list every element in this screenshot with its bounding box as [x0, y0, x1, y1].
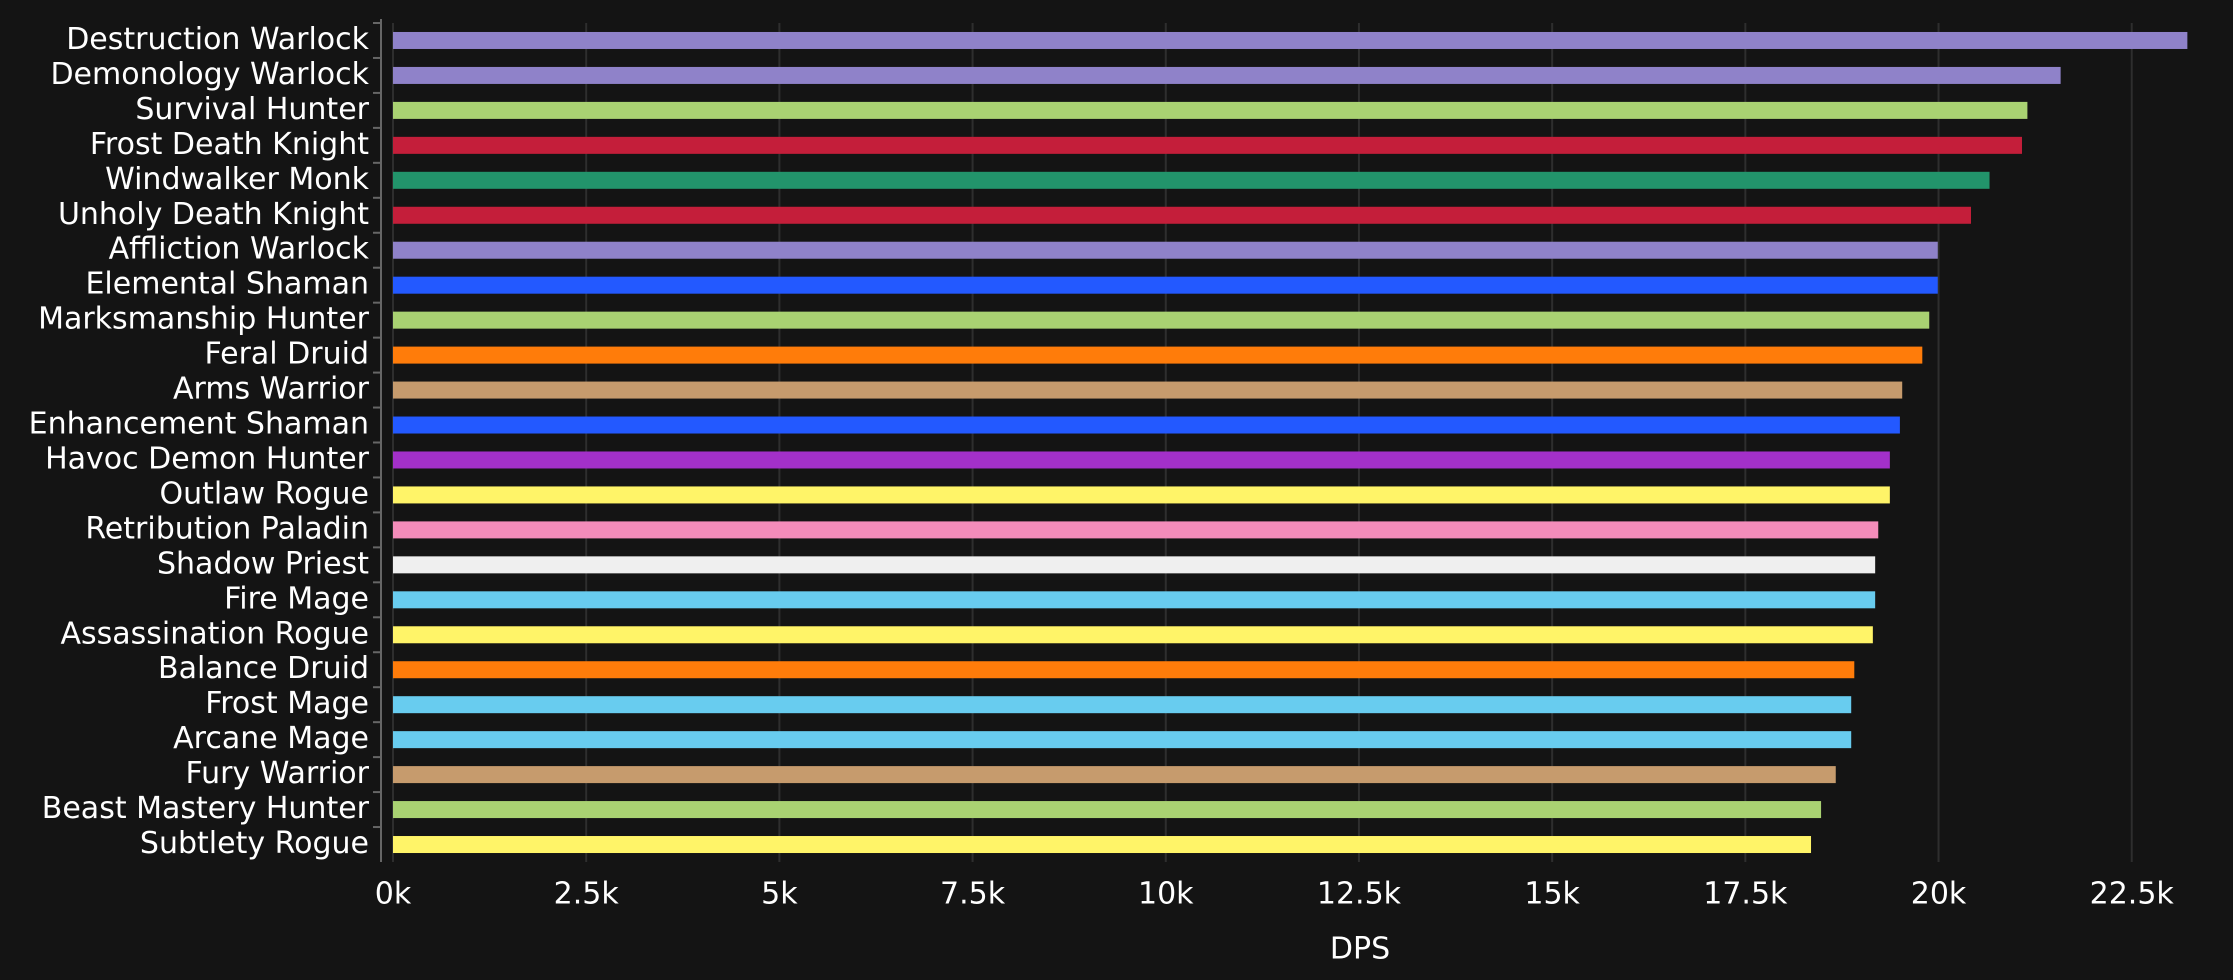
y-tick-label: Frost Death Knight: [90, 127, 369, 162]
x-tick-label: 22.5k: [2090, 877, 2175, 912]
x-tick-label: 17.5k: [1703, 877, 1788, 912]
x-tick-label: 5k: [761, 877, 798, 912]
y-tick-label: Feral Druid: [205, 337, 370, 372]
y-tick-label: Subtlety Rogue: [140, 826, 369, 861]
y-tick-label: Beast Mastery Hunter: [42, 791, 370, 826]
x-tick-label: 2.5k: [554, 877, 620, 912]
y-tick-label: Fire Mage: [224, 581, 369, 616]
y-tick-label: Enhancement Shaman: [29, 407, 369, 442]
bar: [393, 66, 2061, 84]
y-tick-label: Retribution Paladin: [85, 511, 369, 546]
bar: [393, 381, 1903, 399]
bar: [393, 416, 1900, 434]
y-tick-label: Affliction Warlock: [109, 232, 370, 267]
y-tick-label: Windwalker Monk: [105, 162, 370, 197]
bar: [393, 731, 1852, 749]
bar: [393, 276, 1938, 294]
bar: [393, 801, 1822, 819]
x-tick-label: 20k: [1911, 877, 1967, 912]
y-tick-label: Unholy Death Knight: [58, 197, 369, 232]
bar: [393, 241, 1938, 259]
bar: [393, 556, 1876, 574]
y-tick-label: Balance Druid: [158, 651, 369, 686]
y-tick-label: Fury Warrior: [185, 756, 369, 791]
bar: [393, 836, 1812, 854]
bar: [393, 136, 2022, 154]
bar: [393, 311, 1930, 329]
bar: [393, 661, 1855, 679]
y-tick-label: Demonology Warlock: [50, 57, 369, 92]
x-tick-label: 10k: [1138, 877, 1194, 912]
y-tick-label: Survival Hunter: [135, 92, 369, 127]
x-tick-label: 12.5k: [1317, 877, 1402, 912]
x-tick-label: 15k: [1524, 877, 1580, 912]
bar: [393, 206, 1971, 224]
y-tick-label: Arms Warrior: [173, 372, 370, 407]
y-tick-label: Marksmanship Hunter: [38, 302, 370, 337]
bar: [393, 171, 1990, 189]
bar: [393, 591, 1876, 609]
x-tick-label: 7.5k: [940, 877, 1006, 912]
bar: [393, 346, 1923, 364]
bar: [393, 696, 1852, 714]
bar: [393, 626, 1873, 644]
y-tick-label: Havoc Demon Hunter: [45, 441, 370, 476]
y-tick-label: Assassination Rogue: [60, 616, 369, 651]
y-tick-label: Frost Mage: [205, 686, 369, 721]
bar: [393, 101, 2028, 119]
y-tick-label: Arcane Mage: [173, 721, 369, 756]
bar: [393, 521, 1879, 539]
x-axis-label: DPS: [1330, 932, 1390, 967]
y-tick-label: Elemental Shaman: [85, 267, 369, 302]
bar: [393, 451, 1890, 469]
bar: [393, 486, 1890, 504]
y-tick-label: Destruction Warlock: [66, 22, 369, 57]
bar: [393, 31, 2188, 49]
y-tick-label: Outlaw Rogue: [159, 476, 369, 511]
bar: [393, 766, 1836, 784]
y-tick-label: Shadow Priest: [157, 546, 369, 581]
x-tick-label: 0k: [375, 877, 412, 912]
